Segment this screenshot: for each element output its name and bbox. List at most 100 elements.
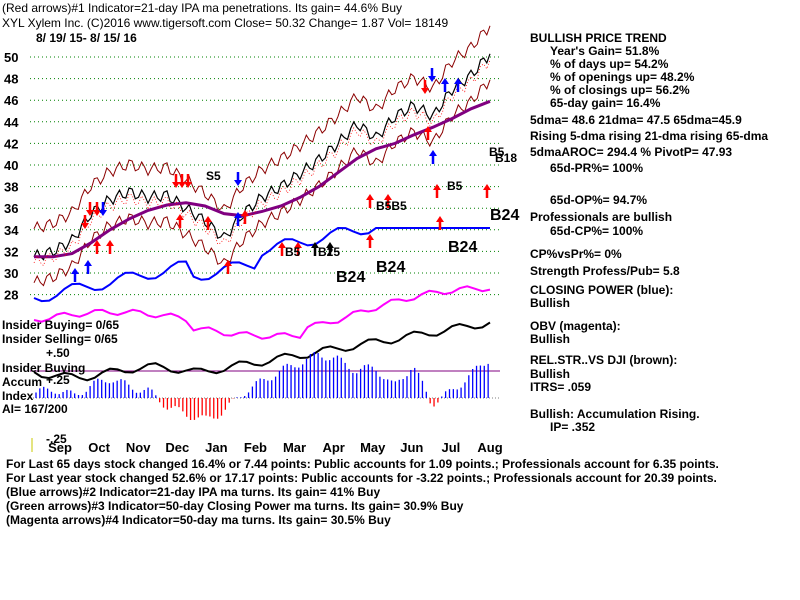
price-line [33,53,491,261]
down-arrow [86,202,94,216]
down-arrow [93,202,101,216]
header-indicator-line: (Red arrows)#1 Indicator=21-day IPA ma p… [2,1,402,15]
y-tick-label: 42 [4,136,18,151]
signal-label: B18 [495,151,517,165]
signal-label: B5 [447,179,463,193]
up-arrow [176,214,184,228]
x-tick-label: Feb [244,440,267,455]
x-tick-label: Nov [126,440,151,455]
date-range: 8/ 19/ 15- 8/ 15/ 16 [36,31,137,45]
price-bands [33,25,491,287]
relstr-value: Bullish [530,367,571,381]
closing-power-value: Bullish [530,296,571,310]
down-arrow [172,174,180,188]
y-tick-label: 34 [4,223,19,238]
down-arrow [428,68,436,82]
openings-up: % of openings up= 48.2% [550,70,695,84]
closings-up: % of closings up= 56.2% [550,83,690,97]
obv-line [33,285,491,340]
down-arrow [421,80,429,94]
signal-label: B25 [318,245,340,259]
insider-buying-count: Insider Buying= 0/65 [2,318,120,332]
accum-label: Accum [2,375,43,389]
y-tick-label: 40 [4,158,18,173]
signal-label: B24 [336,269,365,286]
x-tick-label: Oct [88,440,110,455]
x-tick-label: May [360,440,386,455]
x-tick-label: Sep [48,440,72,455]
down-arrow [99,202,107,216]
cp-65: 65d-CP%= 100% [550,224,644,238]
chart-gridlines [30,56,500,399]
signal-label: B24 [490,207,519,224]
signal-label: S5 [206,169,221,183]
up-arrow [241,210,249,224]
signal-label: B5B5 [376,199,407,213]
indicator-lines [33,53,491,382]
footer-blue-arrows: (Blue arrows)#2 Indicator=21-day IPA ma … [6,485,381,499]
up-arrow [366,194,374,208]
signal-label: B5 [285,245,301,259]
up-arrow [441,78,449,92]
y-tick-label: 32 [4,244,18,259]
up-arrow [84,260,92,274]
x-tick-label: Mar [283,440,306,455]
lower-band [33,79,491,287]
professionals-status: Professionals are bullish [530,210,673,224]
x-tick-label: Dec [165,440,189,455]
signal-arrows [71,68,491,282]
relstr-label: REL.STR..VS DJI (brown): [530,353,678,367]
up-arrow [93,240,101,254]
up-arrow [311,242,319,256]
gain-65: 65-day gain= 16.4% [550,96,661,110]
footer-green-arrows: (Green arrows)#3 Indicator=50-day Closin… [6,499,464,513]
y-tick-label: 36 [4,201,18,216]
dma-line: 5dma= 48.6 21dma= 47.5 65dma=45.9 [530,113,742,127]
up-arrow [483,184,491,198]
obv-label: OBV (magenta): [530,319,621,333]
x-tick-label: Jun [400,440,423,455]
rising-line: Rising 5-dma rising 21-dma rising 65-dma [530,129,769,143]
closing-power-label: CLOSING POWER (blue): [530,283,674,297]
up-arrow [294,242,302,256]
up-arrow [278,242,286,256]
up-arrow [384,194,392,208]
days-up: % of days up= 54.2% [550,57,669,71]
op-65: 65d-OP%= 94.7% [550,193,648,207]
index-label: Index [2,389,34,403]
up-arrow [433,184,441,198]
accum-plus50: +.50 [46,346,70,360]
x-tick-labels: Sep Oct Nov Dec Jan Feb Mar Apr May Jun Jul Aug [48,440,503,455]
years-gain: Year's Gain= 51.8% [550,44,660,58]
rel-str-line [33,321,491,382]
up-arrow [424,126,432,140]
y-tick-label: 46 [4,93,18,108]
signal-label: B24 [448,239,477,256]
ma21-line [33,59,491,267]
x-tick-label: Aug [477,440,502,455]
up-arrow [454,78,462,92]
ip-value: IP= .352 [550,420,596,434]
up-arrow [71,268,79,282]
y-tick-label: 30 [4,266,18,281]
y-tick-label: 28 [4,288,18,303]
ma65-line [34,99,491,259]
aroc-line: 5dmaAROC= 294.4 % PivotP= 47.93 [530,145,733,159]
down-arrow [234,172,242,186]
ai-value: AI= 167/200 [2,402,68,416]
signal-label: B24 [376,259,405,276]
x-tick-label: Jan [205,440,227,455]
down-arrow [184,174,192,188]
trend-title: BULLISH PRICE TREND [530,31,667,45]
accum-status: Bullish: Accumulation Rising. [530,407,700,421]
insider-selling-count: Insider Selling= 0/65 [2,332,118,346]
itrs-value: ITRS= .059 [530,380,592,394]
accumulation-histogram [35,351,489,420]
footer-65day: For Last 65 days stock changed 16.4% or … [6,457,719,471]
y-tick-label: 48 [4,72,18,87]
up-arrow [436,216,444,230]
cp-vs-pr: CP%vsPr%= 0% [530,247,622,261]
footer-year: For Last year stock changed 52.6% or 17.… [6,471,717,485]
